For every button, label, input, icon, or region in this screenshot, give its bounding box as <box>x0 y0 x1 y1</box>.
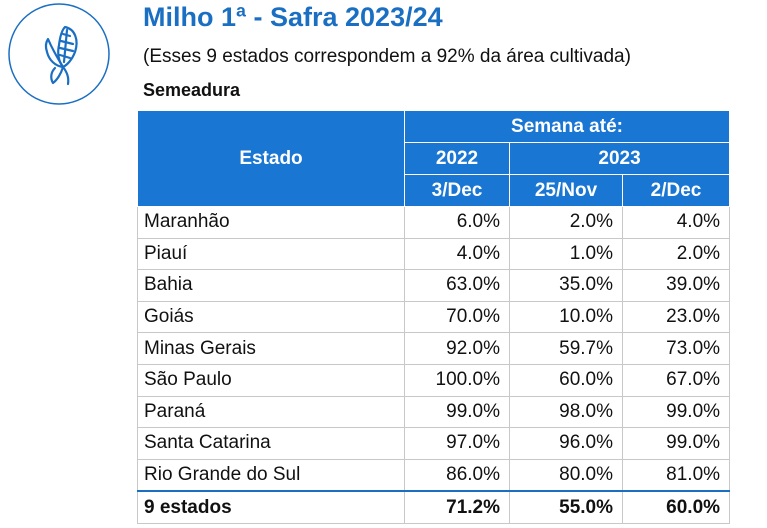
total-label: 9 estados <box>137 490 405 524</box>
value-cell: 92.0% <box>404 332 510 365</box>
state-cell: Goiás <box>137 301 405 334</box>
column-header-estado: Estado <box>137 110 405 207</box>
value-cell: 99.0% <box>404 396 510 429</box>
value-cell: 97.0% <box>404 427 510 460</box>
table-row: Rio Grande do Sul 86.0% 80.0% 81.0% <box>137 459 731 492</box>
planting-progress-table: Estado Semana até: 2022 2023 3/Dec 25/No… <box>137 110 731 524</box>
state-cell: Bahia <box>137 269 405 302</box>
value-cell: 4.0% <box>404 238 510 271</box>
state-cell: Santa Catarina <box>137 427 405 460</box>
value-cell: 99.0% <box>621 427 731 460</box>
value-cell: 35.0% <box>509 269 623 302</box>
column-header-semana: Semana até: <box>403 110 731 143</box>
value-cell: 39.0% <box>621 269 731 302</box>
value-cell: 73.0% <box>621 332 731 365</box>
value-cell: 81.0% <box>621 459 731 492</box>
value-cell: 4.0% <box>621 206 731 239</box>
page-title: Milho 1ª - Safra 2023/24 <box>143 2 443 32</box>
table-row: Santa Catarina 97.0% 96.0% 99.0% <box>137 427 731 460</box>
value-cell: 100.0% <box>404 364 510 397</box>
value-cell: 6.0% <box>404 206 510 239</box>
value-cell: 23.0% <box>621 301 731 334</box>
table-row: Piauí 4.0% 1.0% 2.0% <box>137 238 731 271</box>
table-row: Minas Gerais 92.0% 59.7% 73.0% <box>137 332 731 365</box>
table-row: Bahia 63.0% 35.0% 39.0% <box>137 269 731 302</box>
table-row: Maranhão 6.0% 2.0% 4.0% <box>137 206 731 239</box>
state-cell: São Paulo <box>137 364 405 397</box>
value-cell: 67.0% <box>621 364 731 397</box>
value-cell: 96.0% <box>509 427 623 460</box>
column-header-date: 2/Dec <box>621 174 731 207</box>
column-header-year-2022: 2022 <box>404 142 510 175</box>
state-cell: Rio Grande do Sul <box>137 459 405 492</box>
state-cell: Paraná <box>137 396 405 429</box>
table-row: São Paulo 100.0% 60.0% 67.0% <box>137 364 731 397</box>
table-row: Goiás 70.0% 10.0% 23.0% <box>137 301 731 334</box>
value-cell: 98.0% <box>509 396 623 429</box>
value-cell: 70.0% <box>404 301 510 334</box>
total-value: 60.0% <box>621 490 731 524</box>
column-header-year-2023: 2023 <box>508 142 731 175</box>
total-value: 71.2% <box>404 490 510 524</box>
value-cell: 2.0% <box>621 238 731 271</box>
value-cell: 2.0% <box>509 206 623 239</box>
value-cell: 59.7% <box>509 332 623 365</box>
value-cell: 1.0% <box>509 238 623 271</box>
page-subtitle: (Esses 9 estados correspondem a 92% da á… <box>143 46 631 67</box>
total-row: 9 estados 71.2% 55.0% 60.0% <box>137 490 731 524</box>
total-value: 55.0% <box>509 490 623 524</box>
value-cell: 99.0% <box>621 396 731 429</box>
value-cell: 80.0% <box>509 459 623 492</box>
value-cell: 63.0% <box>404 269 510 302</box>
value-cell: 60.0% <box>509 364 623 397</box>
value-cell: 86.0% <box>404 459 510 492</box>
table-row: Paraná 99.0% 98.0% 99.0% <box>137 396 731 429</box>
corn-logo-icon <box>7 2 111 106</box>
state-cell: Minas Gerais <box>137 332 405 365</box>
column-header-date: 25/Nov <box>509 174 623 207</box>
value-cell: 10.0% <box>509 301 623 334</box>
state-cell: Maranhão <box>137 206 405 239</box>
section-label: Semeadura <box>143 80 241 100</box>
column-header-date: 3/Dec <box>404 174 510 207</box>
state-cell: Piauí <box>137 238 405 271</box>
